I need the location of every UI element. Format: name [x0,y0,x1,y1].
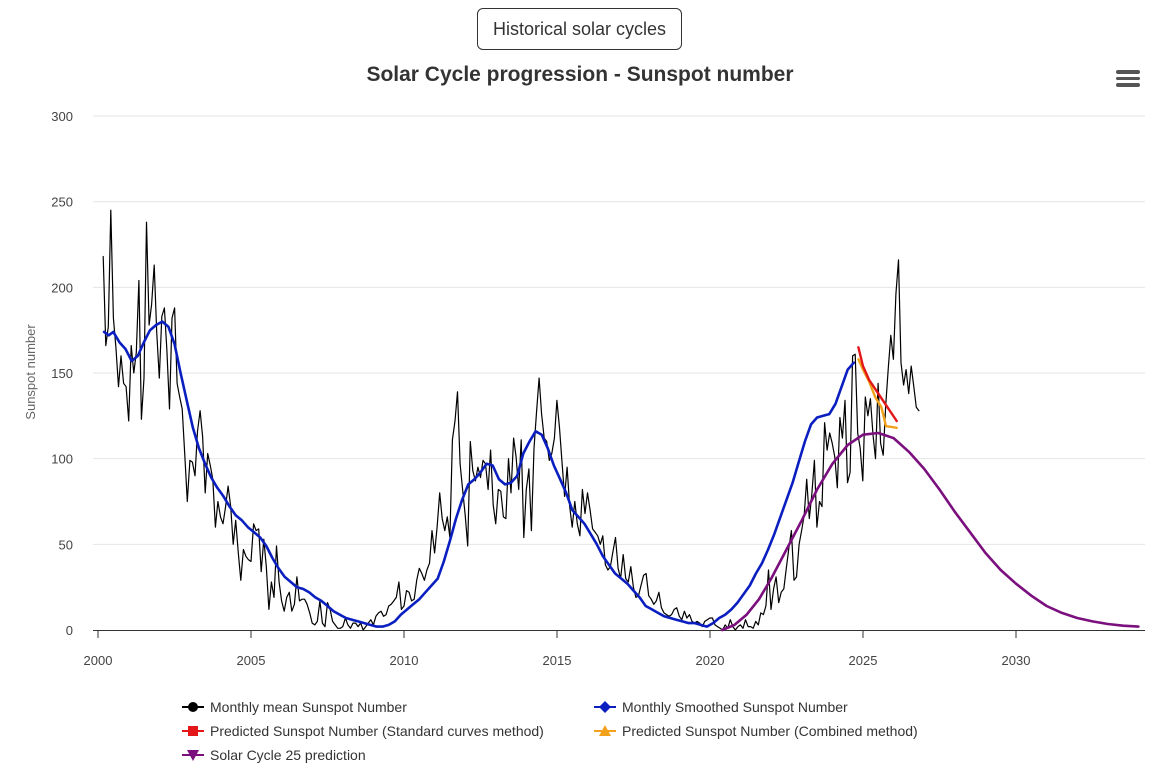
cycle25-prediction-line [720,431,1140,632]
y-tick-label: 200 [51,280,73,295]
legend-label: Predicted Sunspot Number (Standard curve… [210,723,544,739]
legend-item[interactable]: Monthly mean Sunspot Number [182,699,407,715]
y-axis-label: Sunspot number [23,324,38,420]
legend-item[interactable]: Solar Cycle 25 prediction [182,747,366,763]
x-tick-label: 2025 [849,653,878,668]
x-axis: 2000 2005 2010 2015 2020 2025 2030 [84,630,1145,668]
triangle-down-marker-icon [187,750,199,761]
legend-label: Solar Cycle 25 prediction [210,747,366,763]
diamond-marker-icon [599,701,611,713]
predicted-combined-line [857,358,898,429]
legend: Monthly mean Sunspot Number Monthly Smoot… [182,699,918,763]
legend-label: Predicted Sunspot Number (Combined metho… [622,723,918,739]
y-axis: 0 50 100 150 200 250 300 [51,109,73,638]
legend-label: Monthly mean Sunspot Number [210,699,407,715]
chart-title: Solar Cycle progression - Sunspot number [366,63,793,86]
series-group [102,209,1140,632]
x-tick-label: 2030 [1002,653,1031,668]
legend-label: Monthly Smoothed Sunspot Number [622,699,848,715]
x-tick-label: 2020 [696,653,725,668]
triangle-marker-icon [599,725,611,736]
y-tick-label: 150 [51,366,73,381]
y-tick-label: 300 [51,109,73,124]
predicted-standard-line [857,346,898,423]
square-marker-icon [188,726,198,736]
gridlines [93,115,1145,545]
x-tick-label: 2010 [390,653,419,668]
legend-item[interactable]: Monthly Smoothed Sunspot Number [594,699,848,715]
monthly-mean-line [102,209,920,631]
legend-item[interactable]: Predicted Sunspot Number (Standard curve… [182,723,544,739]
x-tick-label: 2000 [84,653,113,668]
x-tick-label: 2015 [543,653,572,668]
x-tick-label: 2005 [237,653,266,668]
y-tick-label: 250 [51,195,73,210]
historical-solar-cycles-button[interactable]: Historical solar cycles [477,8,682,50]
hamburger-menu-icon[interactable] [1112,64,1144,92]
y-tick-label: 50 [59,537,73,552]
y-tick-label: 100 [51,452,73,467]
circle-marker-icon [188,702,198,712]
monthly-smoothed-line [102,320,856,628]
y-tick-label: 0 [66,623,73,638]
legend-item[interactable]: Predicted Sunspot Number (Combined metho… [594,723,918,739]
